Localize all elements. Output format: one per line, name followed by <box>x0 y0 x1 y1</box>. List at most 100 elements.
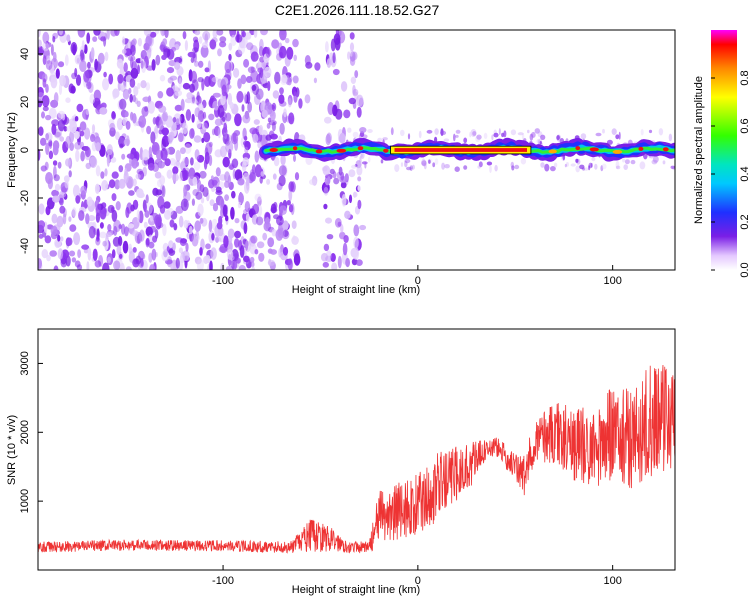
heatmap-cell <box>118 178 126 189</box>
heatmap-cell <box>145 82 151 91</box>
ridge-hotspot <box>589 147 599 152</box>
heatmap-cell <box>322 165 331 176</box>
heatmap-cell <box>85 213 90 225</box>
heatmap-cell <box>42 78 47 88</box>
heatmap-cell <box>345 257 350 268</box>
heatmap-cell <box>266 178 271 185</box>
heatmap-cell <box>212 203 219 212</box>
heatmap-cell <box>237 178 245 186</box>
heatmap-cell <box>62 213 67 225</box>
heatmap-cell <box>244 201 251 213</box>
heatmap-cell <box>196 91 200 103</box>
heatmap-cell <box>476 134 482 140</box>
heatmap-cell <box>104 51 109 62</box>
heatmap-cell <box>192 47 199 53</box>
heatmap-cell <box>288 112 295 125</box>
heatmap-cell <box>639 161 646 170</box>
heatmap-cell <box>291 220 297 229</box>
heatmap-cell <box>168 60 177 67</box>
heatmap-cell <box>249 127 258 135</box>
heatmap-cell <box>279 122 285 135</box>
heatmap-cell <box>266 122 271 129</box>
heatmap-cell <box>272 90 280 99</box>
heatmap-cell <box>41 95 50 108</box>
heatmap-cell <box>217 127 221 139</box>
heatmap-cell <box>61 249 70 259</box>
heatmap-cell <box>239 245 245 258</box>
y-tick-label: -40 <box>19 238 31 254</box>
heatmap-cell <box>100 171 105 179</box>
heatmap-cell <box>658 128 664 136</box>
heatmap-cell <box>53 265 59 270</box>
heatmap-cell <box>197 203 204 217</box>
heatmap-cell <box>288 204 294 213</box>
heatmap-cell <box>161 127 169 136</box>
heatmap-cell <box>618 131 621 140</box>
heatmap-cell <box>200 45 209 58</box>
heatmap-cell <box>59 197 64 206</box>
heatmap-cell <box>565 162 569 167</box>
heatmap-cell <box>185 242 189 252</box>
heatmap-cell <box>234 218 240 224</box>
heatmap-cell <box>42 106 49 112</box>
heatmap-cell <box>126 135 130 147</box>
heatmap-cell <box>250 235 258 244</box>
heatmap-cell <box>216 30 224 36</box>
heatmap-cell <box>234 238 240 248</box>
heatmap-cell <box>267 117 272 123</box>
heatmap-cell <box>237 201 242 209</box>
heatmap-cell <box>432 162 436 168</box>
heatmap-cell <box>337 221 342 227</box>
heatmap-cell <box>222 204 228 217</box>
heatmap-cell <box>267 237 275 248</box>
heatmap-cell <box>196 119 202 129</box>
heatmap-cell <box>208 219 213 232</box>
heatmap-cell <box>109 122 116 132</box>
heatmap-cell <box>198 36 203 44</box>
heatmap-cell <box>220 262 225 270</box>
heatmap-cell <box>265 216 270 230</box>
heatmap-cell <box>204 151 210 165</box>
heatmap-cell <box>212 92 221 98</box>
heatmap-cell <box>588 162 593 169</box>
heatmap-cell <box>53 174 60 182</box>
heatmap-cell <box>184 98 193 104</box>
heatmap-cell <box>225 215 229 222</box>
heatmap-cell <box>204 67 210 73</box>
heatmap-cell <box>182 30 187 40</box>
heatmap-cell <box>169 219 175 228</box>
heatmap-cell <box>662 160 666 165</box>
heatmap-cell <box>184 141 192 148</box>
ridge-hotspot <box>548 149 557 154</box>
heatmap-cell <box>169 131 175 141</box>
heatmap-cell <box>80 150 85 162</box>
heatmap-cell <box>121 153 126 160</box>
heatmap-cell <box>217 105 225 118</box>
snr-x-ticks: -100 0 100 <box>212 565 622 587</box>
heatmap-cell <box>60 258 68 268</box>
spectrogram-x-ticks: -100 0 100 <box>212 265 622 287</box>
heatmap-cell <box>218 246 227 253</box>
heatmap-cell <box>172 117 177 123</box>
heatmap-cell <box>117 74 124 84</box>
heatmap-cell <box>272 173 277 180</box>
heatmap-cell <box>79 130 85 137</box>
heatmap-cell <box>57 61 65 68</box>
heatmap-cell <box>293 54 298 61</box>
heatmap-cell <box>185 109 192 121</box>
heatmap-cell <box>640 128 644 136</box>
heatmap-cell <box>74 54 82 65</box>
heatmap-cell <box>270 110 276 121</box>
heatmap-cell <box>148 252 153 263</box>
heatmap-cell <box>144 210 150 218</box>
heatmap-cell <box>534 128 540 134</box>
heatmap-cell <box>74 141 82 150</box>
ridge-hotspot <box>357 146 364 151</box>
heatmap-cell <box>340 171 345 181</box>
heatmap-cell <box>76 57 80 64</box>
heatmap-cell <box>357 176 362 182</box>
heatmap-cell <box>575 158 579 163</box>
x-tick-label: 0 <box>415 575 421 587</box>
heatmap-cell <box>323 243 330 252</box>
heatmap-cell <box>136 100 141 108</box>
